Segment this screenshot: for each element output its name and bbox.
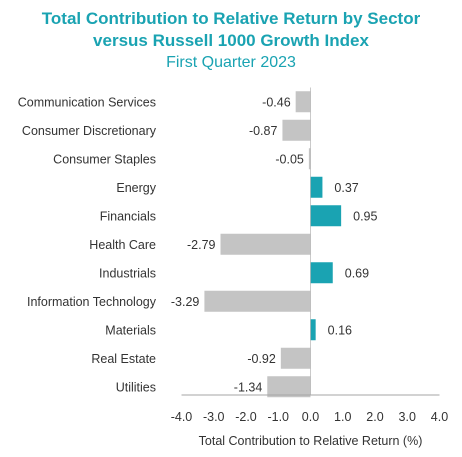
x-tick-label: 1.0 xyxy=(334,410,351,424)
x-tick-label: 2.0 xyxy=(366,410,383,424)
category-label: Consumer Discretionary xyxy=(22,124,157,138)
chart-title: Total Contribution to Relative Return by… xyxy=(41,9,421,28)
bar xyxy=(220,233,311,255)
data-label: -2.79 xyxy=(187,238,216,252)
category-label: Information Technology xyxy=(27,295,157,309)
category-label: Materials xyxy=(105,323,156,337)
data-label: -3.29 xyxy=(171,295,200,309)
bar xyxy=(295,91,311,113)
bar xyxy=(310,205,342,227)
x-tick-label: -3.0 xyxy=(203,410,225,424)
chart-title-line-2: versus Russell 1000 Growth Index xyxy=(93,31,369,50)
data-label: -0.46 xyxy=(262,95,291,109)
x-tick-label: 0.0 xyxy=(302,410,319,424)
category-label: Energy xyxy=(116,181,156,195)
data-label: -1.34 xyxy=(234,380,263,394)
bar xyxy=(204,290,311,312)
x-tick-label: -1.0 xyxy=(267,410,289,424)
category-label: Financials xyxy=(100,209,156,223)
category-label: Consumer Staples xyxy=(53,152,156,166)
bar xyxy=(308,148,311,170)
x-axis-title: Total Contribution to Relative Return (%… xyxy=(199,434,423,448)
bar xyxy=(310,262,333,284)
category-label: Industrials xyxy=(99,266,156,280)
data-label: 0.16 xyxy=(328,323,352,337)
bar xyxy=(267,376,311,398)
category-label: Communication Services xyxy=(18,95,156,109)
bars-layer xyxy=(204,91,342,398)
data-label: -0.87 xyxy=(249,124,278,138)
bar xyxy=(280,347,311,369)
bar xyxy=(310,176,323,198)
x-tick-label: 3.0 xyxy=(399,410,416,424)
data-label: 0.95 xyxy=(353,209,377,223)
category-label: Utilities xyxy=(116,380,156,394)
chart-title-block: Total Contribution to Relative Return by… xyxy=(0,8,462,74)
bar xyxy=(310,319,316,341)
x-tick-label: -4.0 xyxy=(171,410,193,424)
x-tick-label: -2.0 xyxy=(235,410,257,424)
labels-layer: Communication Services -0.46 Consumer Disc… xyxy=(18,95,378,394)
category-label: Health Care xyxy=(89,238,156,252)
data-label: -0.05 xyxy=(275,152,304,166)
data-label: -0.92 xyxy=(247,352,276,366)
category-label: Real Estate xyxy=(91,352,156,366)
chart-subtitle: First Quarter 2023 xyxy=(166,54,296,71)
x-tick-label: 4.0 xyxy=(431,410,448,424)
bar xyxy=(282,119,311,141)
axis-layer: -4.0 -3.0 -2.0 -1.0 0.0 1.0 2.0 3.0 4.0 Total Con… xyxy=(171,87,448,448)
data-label: 0.69 xyxy=(345,266,369,280)
data-label: 0.37 xyxy=(334,181,358,195)
